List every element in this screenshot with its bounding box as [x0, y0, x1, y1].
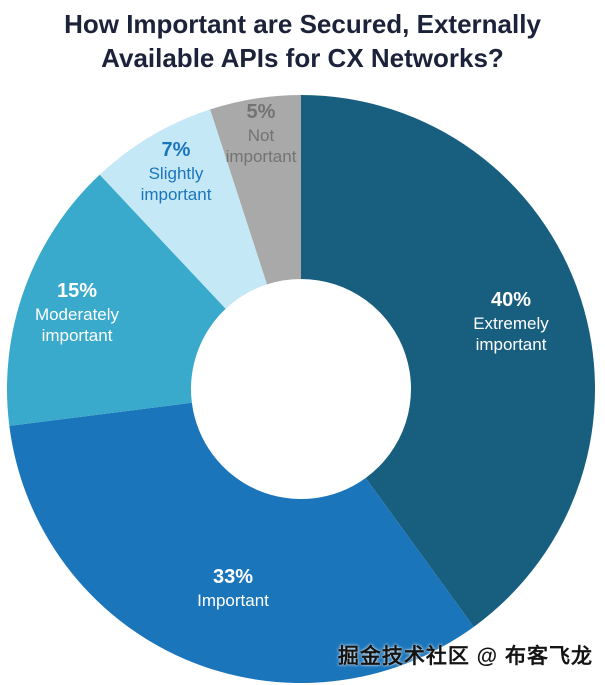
pie-slice-slightly-important	[99, 109, 268, 309]
slice-category: Moderately important	[34, 305, 120, 346]
pie-slice-important	[9, 402, 474, 683]
slice-label-extremely-important: 40% Extremely important	[455, 288, 567, 356]
slice-category: Important	[197, 591, 269, 610]
chart-title-line2: Available APIs for CX Networks?	[101, 42, 504, 73]
slice-percent: 5%	[246, 101, 276, 123]
slice-percent: 7%	[161, 139, 191, 161]
pie-slice-extremely-important	[301, 95, 595, 627]
watermark-text: 掘金技术社区 @ 布客飞龙	[337, 645, 593, 668]
slice-label-moderately-important: 15% Moderately important	[21, 279, 133, 347]
slice-category: Extremely important	[473, 314, 549, 355]
slice-category: Slightly important	[140, 164, 212, 205]
chart-title-line1: How Important are Secured, Externally	[64, 9, 541, 39]
slice-label-important: 33% Important	[168, 565, 298, 611]
pie-slice-moderately-important	[7, 174, 226, 426]
slice-label-slightly-important: 7% Slightly important	[129, 138, 223, 206]
chart-title: How Important are Secured, Externally Av…	[0, 8, 605, 76]
slice-percent: 33%	[212, 566, 254, 588]
slice-percent: 40%	[490, 289, 532, 311]
pie-slice-not-important	[210, 95, 301, 285]
slice-label-not-important: 5% Not important	[214, 100, 308, 168]
slice-percent: 15%	[56, 280, 98, 302]
slice-category: Not important	[225, 126, 297, 167]
